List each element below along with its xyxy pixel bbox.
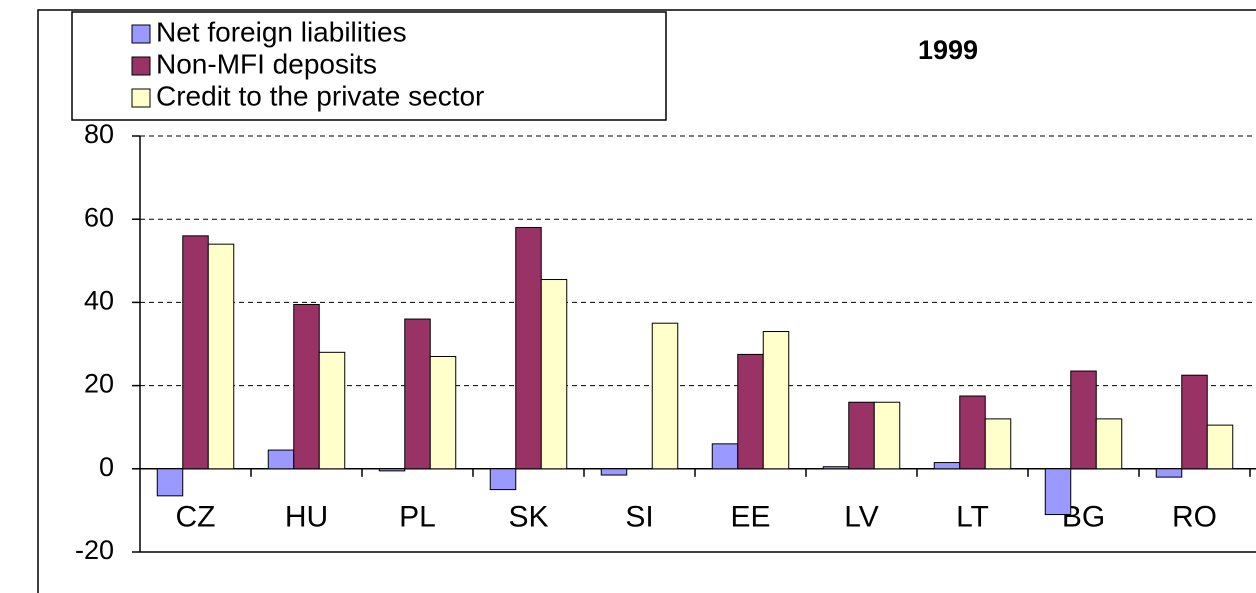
bar: [822, 466, 850, 470]
bar: [711, 443, 739, 470]
legend-swatch: [131, 24, 151, 44]
x-tick-label: SI: [625, 501, 653, 534]
legend-swatch: [131, 56, 151, 76]
legend-label: Net foreign liabilities: [156, 16, 407, 47]
x-tick-label: PL: [399, 501, 436, 534]
chart-title: 1999: [918, 35, 978, 65]
bar: [1070, 370, 1097, 470]
bar: [1044, 468, 1072, 516]
x-tick-label: HU: [285, 501, 328, 534]
y-tick-label: 60: [84, 202, 114, 232]
legend-box: [71, 11, 667, 121]
y-tick-label: 20: [84, 369, 114, 399]
bar: [318, 351, 346, 470]
bar: [1181, 374, 1208, 470]
bar: [984, 418, 1012, 470]
bar: [1095, 418, 1123, 470]
y-tick-label: -20: [75, 535, 114, 565]
y-tick-label: 80: [84, 119, 114, 149]
legend-label: Credit to the private sector: [156, 80, 484, 111]
bar: [156, 468, 184, 497]
y-tick-label: 40: [84, 286, 114, 316]
bar: [873, 401, 901, 470]
bar: [293, 303, 320, 470]
bar: [489, 468, 517, 491]
bar: [515, 227, 542, 470]
x-tick-label: SK: [508, 501, 548, 534]
x-tick-label: EE: [730, 501, 770, 534]
bar: [848, 401, 875, 470]
bar: [600, 468, 628, 476]
x-tick-label: LT: [956, 501, 989, 534]
bar: [182, 235, 209, 470]
chart-frame: [37, 9, 1256, 593]
y-tick-label: 0: [99, 452, 114, 482]
x-tick-label: LV: [844, 501, 878, 534]
bar: [207, 243, 235, 470]
bar: [1155, 468, 1183, 478]
bar: [404, 318, 431, 470]
x-tick-label: CZ: [176, 501, 216, 534]
legend-label: Non-MFI deposits: [156, 48, 377, 79]
x-tick-label: RO: [1172, 501, 1217, 534]
bar: [378, 468, 406, 472]
bar: [651, 322, 679, 470]
bar: [933, 462, 961, 470]
bar: [1206, 424, 1234, 470]
bar: [762, 331, 790, 470]
bar: [429, 355, 457, 470]
bar: [959, 395, 986, 470]
bar: [540, 279, 568, 470]
legend-swatch: [131, 88, 151, 108]
bar: [737, 353, 764, 470]
bar: [267, 449, 295, 470]
